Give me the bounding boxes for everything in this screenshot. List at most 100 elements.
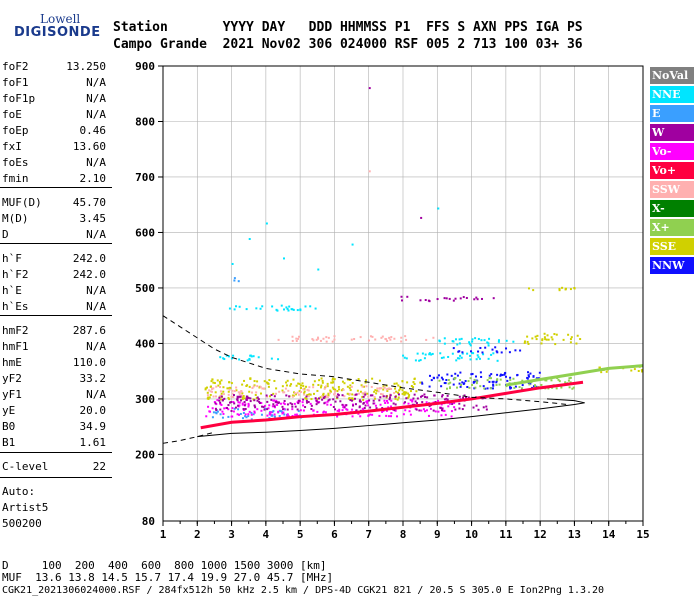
echo-point	[228, 401, 231, 404]
echo-point	[219, 398, 222, 401]
echo-point	[452, 347, 455, 350]
echo-point	[317, 401, 320, 404]
echo-point	[219, 394, 222, 397]
echo-point	[412, 381, 415, 384]
echo-point	[337, 385, 340, 388]
echo-point	[329, 390, 332, 393]
echo-point	[346, 385, 349, 388]
echo-point	[315, 338, 318, 341]
echo-point	[378, 387, 381, 390]
echo-point	[388, 336, 391, 339]
echo-band-e	[233, 277, 240, 283]
echo-point	[373, 396, 376, 399]
echo-point	[206, 391, 209, 394]
echo-point	[376, 389, 379, 392]
echo-point	[221, 398, 224, 401]
echo-point	[207, 397, 210, 400]
echo-point	[380, 336, 383, 339]
echo-point	[367, 339, 370, 342]
echo-point	[472, 406, 475, 409]
echo-point	[351, 415, 354, 418]
echo-point	[282, 308, 285, 311]
param-name: h`E	[2, 284, 22, 297]
echo-point	[536, 334, 539, 337]
echo-point	[334, 390, 337, 393]
echo-point	[373, 397, 376, 400]
echo-point	[415, 390, 418, 393]
echo-point	[371, 377, 374, 380]
echo-point	[448, 386, 451, 389]
echo-point	[491, 348, 494, 351]
echo-point	[404, 409, 407, 412]
echo-point	[348, 387, 351, 390]
param-row-fof1p: foF1p N/A	[2, 92, 106, 108]
echo-point	[304, 406, 307, 409]
echo-point	[227, 415, 230, 418]
echo-point	[278, 409, 281, 412]
echo-point	[312, 409, 315, 412]
param-value: 287.6	[72, 324, 106, 337]
echo-point	[281, 389, 284, 392]
legend-item-nnw: NNW	[650, 257, 694, 274]
echo-point	[403, 391, 406, 394]
echo-point	[392, 402, 395, 405]
param-name: fxI	[2, 140, 22, 153]
echo-point	[286, 408, 289, 411]
echo-point	[222, 357, 225, 360]
echo-point	[534, 386, 537, 389]
echo-point	[475, 380, 478, 383]
echo-point	[370, 385, 373, 388]
echo-point	[428, 300, 431, 303]
echo-point	[381, 407, 384, 410]
echo-point	[272, 399, 275, 402]
echo-point	[331, 340, 334, 343]
echo-point	[239, 395, 242, 398]
param-name: foE	[2, 108, 22, 121]
echo-point	[464, 380, 467, 383]
echo-point	[326, 395, 329, 398]
echo-point	[270, 414, 273, 417]
echo-point	[387, 406, 390, 409]
echo-point	[404, 392, 407, 395]
echo-point	[447, 355, 450, 358]
echo-point	[564, 288, 567, 291]
echo-point	[509, 379, 512, 382]
echo-point	[232, 354, 235, 357]
echo-point	[286, 379, 289, 382]
echo-point	[470, 373, 473, 376]
echo-point	[492, 383, 495, 386]
echo-point	[363, 385, 366, 388]
echo-point	[424, 299, 427, 302]
param-row-b1: B1 1.61	[2, 436, 106, 452]
echo-point	[495, 350, 498, 353]
echo-point	[393, 337, 396, 340]
param-row-h-f2: h`F2 242.0	[2, 268, 106, 284]
echo-point	[271, 305, 274, 308]
isolated-echo-point	[368, 87, 371, 90]
vo-plus-trace	[200, 380, 584, 430]
echo-point	[375, 407, 378, 410]
echo-point	[277, 338, 280, 341]
echo-point	[215, 408, 218, 411]
echo-point	[227, 396, 230, 399]
echo-point	[472, 381, 475, 384]
echo-point	[362, 409, 365, 412]
echo-point	[454, 372, 457, 375]
echo-point	[495, 383, 498, 386]
echo-point	[468, 341, 471, 344]
echo-point	[504, 371, 507, 374]
param-value: N/A	[86, 388, 106, 401]
echo-point	[247, 402, 250, 405]
echo-point	[208, 396, 211, 399]
echo-band-nne	[438, 337, 515, 347]
param-name: foF1	[2, 76, 29, 89]
echo-point	[252, 355, 255, 358]
isolated-echo-point	[317, 268, 320, 271]
echo-point	[316, 410, 319, 413]
echo-point	[488, 380, 491, 383]
param-value: 0.46	[79, 124, 107, 137]
echo-point	[440, 385, 443, 388]
echo-point	[569, 288, 572, 291]
echo-point	[437, 410, 440, 413]
param-row-c-level: C-level 22	[2, 460, 106, 476]
